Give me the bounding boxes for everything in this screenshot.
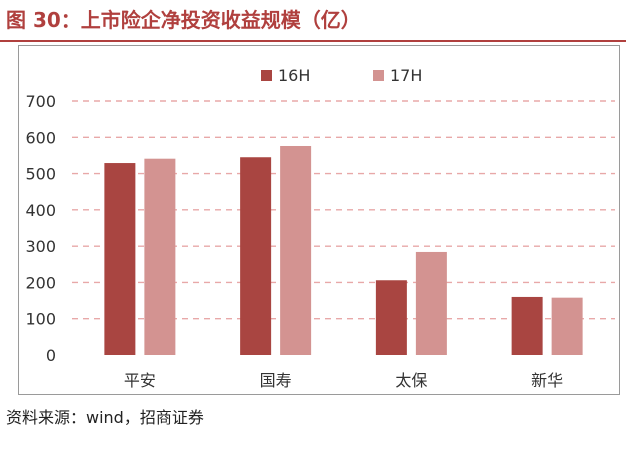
bar-17H-1 bbox=[280, 145, 312, 355]
y-axis-ticks: 0 100 200 300 400 500 600 700 bbox=[25, 92, 56, 365]
y-tick-label: 400 bbox=[25, 201, 56, 220]
bar-17H-3 bbox=[551, 297, 583, 355]
legend: 16H 17H bbox=[261, 66, 422, 85]
legend-swatch bbox=[261, 70, 272, 81]
y-tick-label: 300 bbox=[25, 237, 56, 256]
x-axis-ticks: 平安 国寿 太保 新华 bbox=[124, 371, 563, 390]
bar-17H-0 bbox=[144, 158, 176, 355]
legend-label: 16H bbox=[278, 66, 310, 85]
bar-chart: 0 100 200 300 400 500 600 700 平安 国寿 太保 新华 16H 17H bbox=[25, 66, 615, 390]
y-tick-label: 600 bbox=[25, 128, 56, 147]
bar-16H-1 bbox=[240, 157, 272, 355]
source-note: 资料来源：wind，招商证券 bbox=[6, 408, 204, 427]
bar-16H-3 bbox=[511, 296, 543, 355]
legend-swatch bbox=[373, 70, 384, 81]
y-tick-label: 500 bbox=[25, 165, 56, 184]
y-tick-label: 0 bbox=[46, 346, 56, 365]
x-tick-label: 太保 bbox=[395, 371, 427, 390]
title-divider bbox=[0, 40, 626, 42]
bar-16H-0 bbox=[104, 163, 136, 355]
chart-title: 图 30：上市险企净投资收益规模（亿） bbox=[6, 8, 361, 32]
x-tick-label: 新华 bbox=[531, 371, 563, 390]
legend-label: 17H bbox=[390, 66, 422, 85]
bar-16H-2 bbox=[375, 280, 407, 355]
chart-frame bbox=[18, 45, 620, 395]
bar-17H-2 bbox=[415, 251, 447, 355]
x-tick-label: 国寿 bbox=[260, 371, 292, 390]
y-tick-label: 200 bbox=[25, 273, 56, 292]
bars bbox=[104, 145, 583, 355]
y-tick-label: 100 bbox=[25, 310, 56, 329]
y-tick-label: 700 bbox=[25, 92, 56, 111]
x-tick-label: 平安 bbox=[124, 371, 156, 390]
